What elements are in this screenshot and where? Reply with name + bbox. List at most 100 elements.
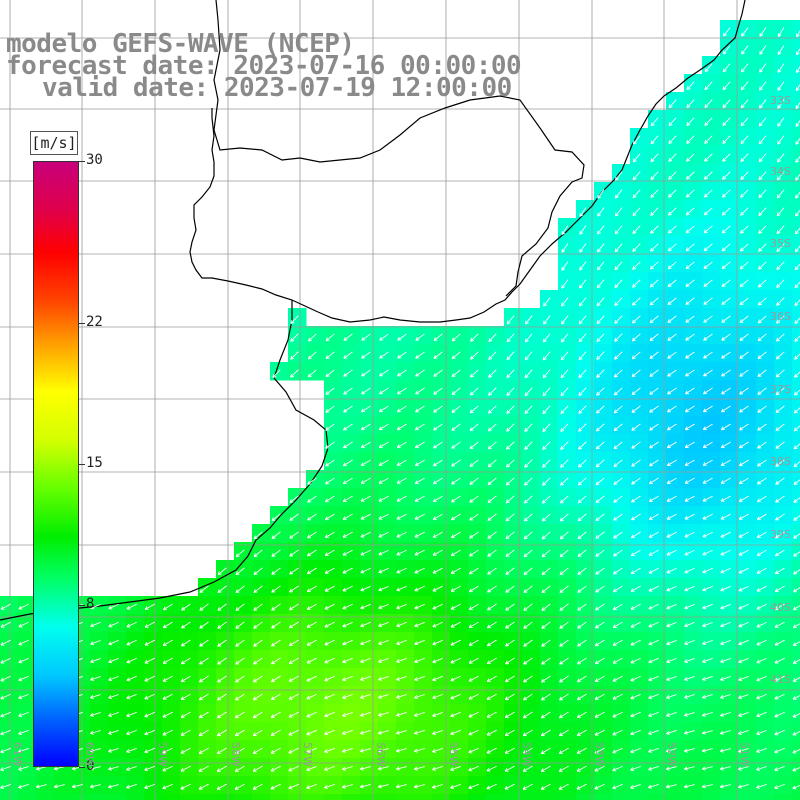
wind-arrow <box>795 119 800 127</box>
wind-arrow <box>360 730 371 735</box>
wind-arrow <box>360 531 371 538</box>
wind-arrow <box>758 153 767 163</box>
wind-arrow <box>777 45 785 55</box>
wind-arrow <box>777 27 785 38</box>
wind-arrow <box>738 693 749 700</box>
wind-arrow <box>741 45 749 55</box>
wind-arrow <box>414 657 425 664</box>
wind-arrow <box>738 513 749 520</box>
wind-arrow <box>702 423 713 431</box>
wind-arrow <box>542 495 551 504</box>
wind-arrow <box>720 477 731 484</box>
wind-arrow <box>359 766 371 771</box>
wind-arrow <box>666 693 677 699</box>
wind-arrow <box>378 676 389 681</box>
wind-arrow <box>432 766 443 771</box>
wind-arrow <box>738 675 749 682</box>
wind-arrow <box>270 765 281 772</box>
wind-vectors <box>0 27 800 790</box>
wind-speed-cell <box>792 110 800 129</box>
wind-arrow <box>342 549 353 556</box>
wind-arrow <box>542 369 551 379</box>
wind-speed-cell <box>792 308 800 327</box>
wind-arrow <box>468 747 479 754</box>
wind-arrow <box>757 423 767 431</box>
wind-arrow <box>396 405 407 413</box>
wind-arrow <box>720 567 731 574</box>
wind-arrow <box>720 748 731 753</box>
wind-arrow <box>721 207 731 216</box>
wind-arrow <box>396 639 407 646</box>
wind-arrow <box>668 117 677 127</box>
wind-arrow <box>650 153 659 163</box>
wind-arrow <box>432 567 443 574</box>
wind-arrow <box>612 657 623 664</box>
wind-arrow <box>577 567 587 575</box>
wind-arrow <box>524 315 533 325</box>
wind-arrow <box>451 423 461 431</box>
wind-arrow <box>71 784 83 789</box>
wind-arrow <box>738 531 749 538</box>
wind-arrow <box>253 621 263 629</box>
wind-arrow <box>703 261 713 270</box>
wind-speed-cell <box>792 650 800 669</box>
wind-arrow <box>450 729 461 736</box>
wind-arrow <box>360 495 371 502</box>
wind-arrow <box>613 567 623 575</box>
wind-arrow <box>792 641 800 647</box>
wind-arrow <box>180 765 191 772</box>
wind-arrow <box>541 675 551 683</box>
wind-arrow <box>685 279 695 288</box>
wind-arrow <box>415 351 425 359</box>
wind-arrow <box>180 747 191 754</box>
wind-arrow <box>684 441 695 448</box>
wind-arrow <box>198 693 209 701</box>
wind-arrow <box>595 477 605 486</box>
wind-arrow <box>505 549 515 558</box>
wind-arrow <box>720 531 731 538</box>
wind-arrow <box>738 766 749 771</box>
wind-arrow <box>108 711 119 717</box>
wind-arrow <box>450 531 461 539</box>
wind-arrow <box>719 766 731 771</box>
wind-arrow <box>288 711 299 718</box>
wind-arrow <box>360 459 371 466</box>
wind-arrow <box>630 567 641 574</box>
wind-arrow <box>560 405 569 415</box>
wind-arrow <box>721 405 731 413</box>
wind-arrow <box>379 369 389 377</box>
wind-arrow <box>739 261 749 270</box>
wind-arrow <box>632 243 641 252</box>
wind-arrow <box>578 405 587 414</box>
wind-arrow <box>738 495 749 502</box>
wind-arrow <box>576 711 587 719</box>
wind-arrow <box>792 695 800 700</box>
wind-arrow <box>559 603 569 611</box>
wind-arrow <box>343 351 353 359</box>
wind-arrow <box>361 333 371 341</box>
wind-arrow <box>739 333 749 341</box>
wind-arrow <box>307 351 317 360</box>
wind-arrow <box>396 712 407 717</box>
wind-arrow <box>614 261 623 271</box>
wind-arrow <box>289 495 299 503</box>
wind-arrow <box>596 405 605 414</box>
wind-arrow <box>542 351 551 361</box>
wind-arrow <box>795 191 800 199</box>
wind-arrow <box>379 351 389 359</box>
wind-arrow <box>756 513 767 521</box>
wind-arrow <box>433 387 443 395</box>
wind-arrow <box>343 423 353 431</box>
wind-arrow <box>597 189 605 199</box>
wind-arrow <box>253 549 263 558</box>
wind-arrow <box>721 243 731 252</box>
wind-arrow <box>18 729 29 735</box>
wind-arrow <box>289 585 299 593</box>
wind-arrow <box>559 567 569 576</box>
wind-arrow <box>504 675 515 683</box>
wind-arrow <box>289 549 299 557</box>
wind-arrow <box>774 657 785 664</box>
wind-arrow <box>289 567 299 575</box>
wind-arrow <box>668 171 677 180</box>
wind-arrow <box>667 333 677 341</box>
